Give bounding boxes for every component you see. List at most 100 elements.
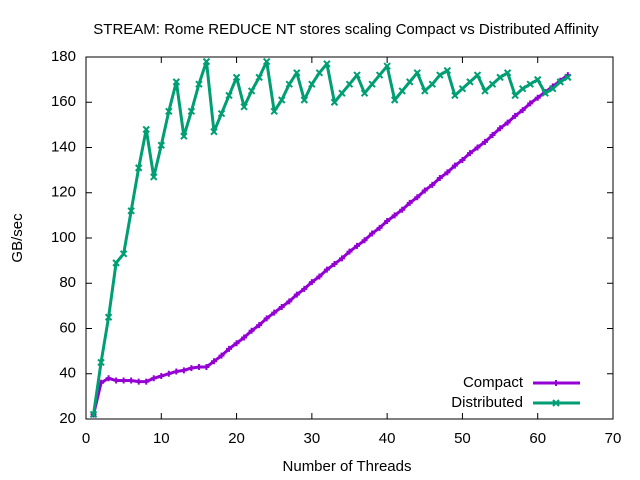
data-point	[195, 363, 202, 370]
x-tick-label: 20	[228, 430, 245, 447]
data-point	[375, 71, 384, 79]
data-point	[233, 340, 240, 347]
y-axis-label: GB/sec	[9, 213, 26, 263]
data-point	[330, 98, 339, 106]
data-point	[112, 259, 120, 267]
data-point	[436, 71, 444, 79]
data-point	[278, 96, 286, 104]
data-point	[142, 125, 150, 134]
data-point	[399, 206, 406, 213]
data-point	[504, 119, 511, 126]
legend-marker	[553, 380, 559, 386]
data-point	[534, 75, 542, 84]
data-point	[459, 156, 466, 163]
data-point	[323, 60, 331, 68]
y-tick-label: 160	[51, 93, 76, 110]
data-point	[278, 304, 285, 311]
data-point	[188, 365, 195, 372]
y-tick-label: 60	[59, 319, 76, 336]
series-line	[92, 73, 569, 415]
data-point	[368, 80, 376, 88]
x-tick-label: 10	[153, 430, 170, 447]
data-point	[217, 109, 226, 118]
data-point	[512, 112, 519, 119]
data-point	[172, 78, 181, 86]
data-point	[165, 370, 172, 377]
data-point	[496, 73, 504, 82]
data-point	[135, 378, 142, 385]
data-point	[549, 84, 557, 93]
data-point	[240, 103, 248, 111]
x-tick-label: 0	[82, 430, 90, 447]
data-point	[247, 87, 256, 95]
data-point	[158, 373, 165, 380]
data-point	[534, 94, 541, 101]
data-point	[466, 78, 474, 86]
data-point	[473, 71, 482, 79]
data-point	[113, 377, 120, 384]
data-point	[218, 352, 225, 359]
data-point	[526, 80, 534, 88]
data-point	[444, 169, 451, 176]
data-point	[398, 87, 406, 95]
data-point	[474, 144, 481, 151]
data-point	[255, 73, 263, 82]
data-point	[481, 87, 489, 95]
x-tick-label: 30	[304, 430, 321, 447]
data-point	[241, 334, 248, 341]
data-point	[331, 261, 338, 268]
data-point	[180, 132, 188, 140]
data-point	[195, 80, 203, 88]
data-point	[127, 207, 135, 215]
data-point	[232, 73, 241, 82]
data-point	[503, 69, 512, 77]
data-point	[361, 237, 368, 244]
data-point	[383, 62, 391, 70]
data-point	[518, 84, 527, 93]
data-point	[210, 358, 217, 365]
data-point	[119, 250, 128, 258]
data-point	[165, 107, 173, 116]
data-point	[353, 71, 361, 79]
data-point	[428, 80, 437, 88]
data-point	[443, 66, 452, 75]
data-point	[338, 89, 346, 97]
data-point	[271, 309, 278, 316]
data-point	[203, 363, 210, 370]
data-point	[497, 125, 504, 132]
y-tick-label: 180	[51, 48, 76, 65]
legend-label: Distributed	[451, 394, 523, 411]
data-point	[105, 375, 112, 382]
x-tick-label: 60	[529, 430, 546, 447]
data-point	[248, 327, 255, 334]
data-point	[376, 224, 383, 231]
series-line	[92, 60, 569, 415]
x-tick-label: 50	[454, 430, 471, 447]
data-point	[293, 69, 301, 77]
data-point	[541, 89, 549, 97]
data-point	[97, 358, 105, 367]
data-point	[488, 80, 497, 88]
data-point	[413, 69, 421, 77]
data-point	[187, 107, 196, 116]
data-point	[511, 91, 519, 100]
data-point	[564, 73, 572, 82]
data-point	[421, 187, 428, 194]
data-point	[262, 57, 271, 66]
data-point	[226, 345, 233, 352]
data-point	[436, 175, 443, 182]
data-point	[180, 367, 187, 374]
data-point	[300, 96, 309, 104]
data-point	[345, 80, 354, 88]
data-point	[315, 69, 324, 77]
data-point	[256, 322, 263, 329]
data-point	[285, 80, 293, 88]
data-point	[225, 91, 233, 100]
data-point	[120, 377, 127, 384]
data-point	[466, 150, 473, 157]
data-point	[293, 291, 300, 298]
data-point	[301, 285, 308, 292]
data-point	[384, 218, 391, 225]
